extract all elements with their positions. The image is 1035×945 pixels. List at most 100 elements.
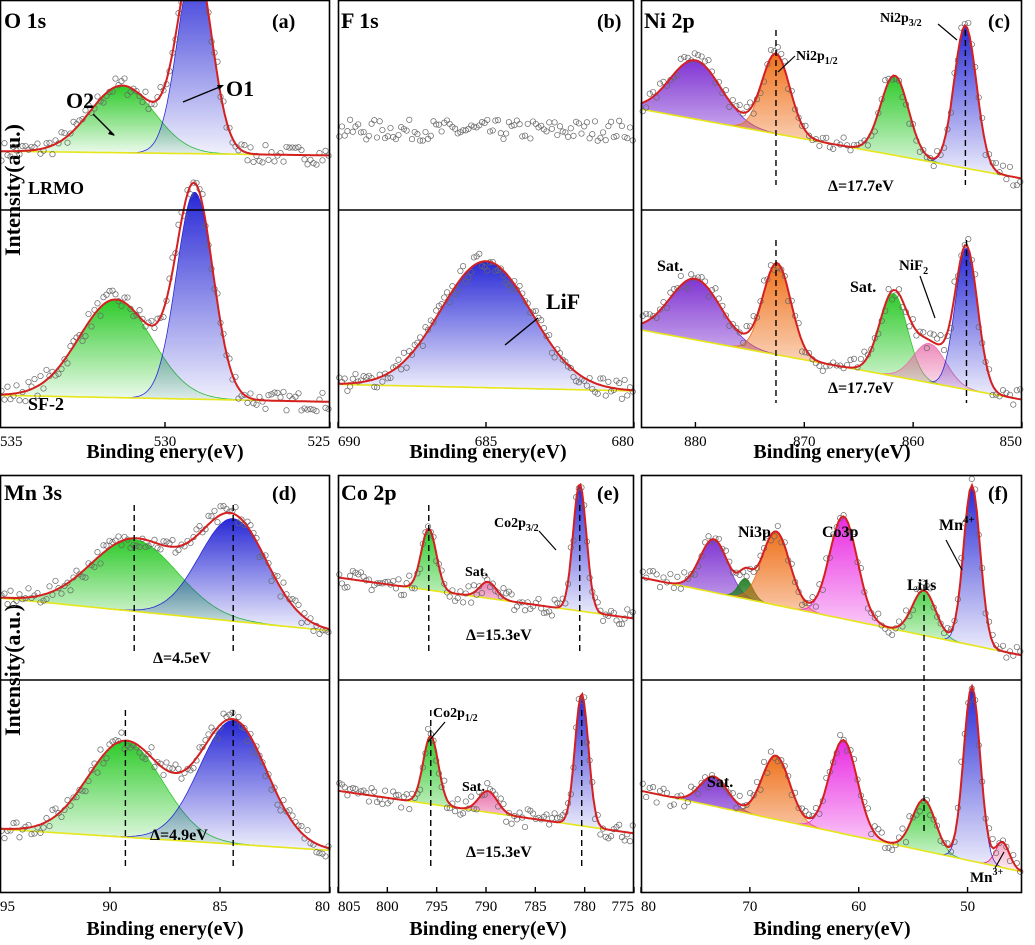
panel-c-frame	[640, 0, 1023, 429]
panel-a-sub0-data-point	[67, 130, 74, 137]
panel-e-sub1-data-point	[521, 823, 529, 831]
panel-c-xlabel: Binding enery(eV)	[753, 441, 910, 463]
panel-b-sub0-data-point	[503, 130, 510, 137]
panel-e-sub1-data-point	[554, 815, 561, 822]
panel-b-sub0-data-point	[508, 122, 515, 129]
panel-c-ni2p12-base: Ni2p	[796, 49, 825, 64]
panel-a-o1: O1	[226, 76, 254, 101]
panel-f-tick-label: 70	[742, 899, 757, 915]
panel-f-sub1-data-point	[941, 839, 948, 847]
panel-f-sub0-data-point	[875, 610, 882, 617]
panel-a: 535 530 525 O 1s (a) O2 O1 LRMO SF-2 Bindi…	[0, 0, 332, 463]
panel-c-sub1-data-point	[674, 285, 681, 292]
panel-a-sub1-data-point	[322, 404, 329, 411]
panel-b-element: F 1s	[341, 8, 379, 33]
panel-f-sub1-data-point	[889, 846, 896, 853]
panel-c-sub0-data-point	[992, 159, 1000, 167]
panel-a-sub0-data-point	[145, 105, 152, 113]
panel-e-sub0-data-point	[508, 591, 515, 598]
panel-f-sub1-data-point	[653, 799, 660, 806]
panel-a-sub1-data-point	[298, 407, 305, 414]
panel-b-sub1-data-point	[616, 380, 623, 387]
panel-f-sub0-data-point	[691, 571, 698, 578]
panel-c-nif2-sub: 2	[923, 266, 928, 277]
panel-d-sub0-data-point	[25, 585, 32, 592]
panel-d-sub1-data-point	[154, 759, 161, 766]
panel-f-ni3p: Ni3p	[738, 524, 771, 541]
panel-e-sub0-data-point	[613, 617, 620, 624]
panel-d-sub1-data-point	[28, 831, 35, 838]
panel-c-sub0-data-point	[840, 134, 847, 141]
panel-c-sub0-data-point	[705, 57, 712, 64]
panel-f-sub1-data-point	[708, 772, 716, 779]
panel-a-sub1-data-point	[136, 307, 143, 314]
panel-d-sub0-data-point	[7, 587, 14, 594]
panel-a-sub0-data-point	[280, 158, 287, 165]
panel-a-sample-bottom: SF-2	[28, 394, 64, 414]
panel-c-sub1-data-point	[999, 387, 1007, 394]
panel-f-sub1-data-point	[805, 811, 813, 818]
panel-f-sub1-data-point	[660, 785, 667, 792]
panel-e-sub1-data-point	[597, 831, 604, 838]
panel-f-sub1-data-point	[1017, 868, 1024, 875]
panel-a-sub0-data-point	[250, 158, 257, 166]
panel-f-sub1-data-point	[885, 844, 892, 851]
panel-a-sub0-data-point	[61, 129, 68, 137]
panel-c-sub0-data-point	[677, 55, 684, 62]
panel-b-sub1-data-point	[379, 378, 386, 385]
panel-c-sub0-data-point	[830, 145, 837, 152]
panel-d-sub0-data-point	[247, 522, 254, 529]
panel-b-sub0-data-point	[519, 133, 526, 140]
panel-d-sub0-data-point	[280, 579, 287, 586]
panel-d-sub0-data-point	[142, 543, 149, 551]
panel-f-mn4-pointer	[945, 539, 963, 571]
panel-b-sub0-data-point	[486, 128, 494, 135]
panel-f-sub0-data-point	[895, 618, 903, 625]
panel-b-tick-label: 690	[338, 434, 361, 450]
panel-f-sub1-data-point	[712, 778, 719, 785]
panel-e-sub0-data-point	[395, 576, 402, 583]
panel-b-sub0-data-point	[417, 137, 424, 144]
panel-d-sub1-data-point	[100, 760, 107, 767]
panel-d-sub1-data-point	[52, 805, 59, 812]
panel-a-sub1-data-point	[25, 378, 32, 386]
panel-d-sub1-background	[0, 828, 331, 852]
panel-c-sub0-data-point	[681, 53, 688, 61]
panel-a-sub0-data-point	[292, 144, 299, 151]
panel-b-sub1-data-point	[516, 282, 523, 289]
panel-c-tick-label: 860	[902, 434, 925, 450]
panel-b-sub0-data-point	[376, 118, 383, 125]
panel-c-sub0-data-point	[660, 78, 667, 85]
panel-f-sub1-data-point	[646, 784, 653, 791]
panel-b-sub1-data-point	[457, 267, 464, 275]
panel-d-sub0-data-point	[301, 610, 308, 617]
panel-e-sub0-data-point	[535, 595, 542, 602]
panel-d-sub0-data-point	[196, 523, 203, 530]
panel-f-sub1-data-point	[670, 801, 677, 808]
panel-e-sub1-data-point	[379, 800, 386, 808]
panel-e-sub0-data-point	[478, 589, 486, 597]
panel-e-tick-label: 800	[376, 899, 399, 915]
panel-a-sub1-data-point	[13, 382, 20, 389]
panel-c-sub0-data-point	[965, 19, 972, 26]
panel-d-sub1-data-point	[214, 735, 221, 742]
panel-a-sub0-data-point	[304, 161, 311, 168]
panel-d-sub1-data-point	[196, 744, 203, 751]
panel-a-sub1-data-point	[37, 372, 44, 380]
panel-d-sub1-data-point	[82, 788, 89, 795]
panel-c-sub1-data-point	[639, 312, 646, 319]
panel-b-sub0-data-point	[433, 121, 440, 128]
panel-e-sub0-data-point	[554, 599, 561, 607]
panel-e-sub0-data-point	[446, 593, 453, 600]
panel-e-sub0-data-point	[347, 572, 354, 579]
panel-f-sub1-data-point	[868, 831, 875, 838]
panel-f-sub1-data-point	[722, 784, 729, 791]
panel-e-sub0-data-point	[500, 585, 507, 592]
panel-c-sub1-data-point	[847, 356, 854, 363]
panel-a-sub0-data-point	[94, 93, 101, 100]
panel-e-sub0-data-point	[341, 584, 348, 591]
panel-b-sub1-data-point	[454, 286, 461, 293]
panel-d-sub1-data-point	[190, 765, 197, 772]
panel-a-sub1-data-point	[34, 392, 41, 399]
panel-f-sub1-envelope	[640, 683, 1023, 873]
